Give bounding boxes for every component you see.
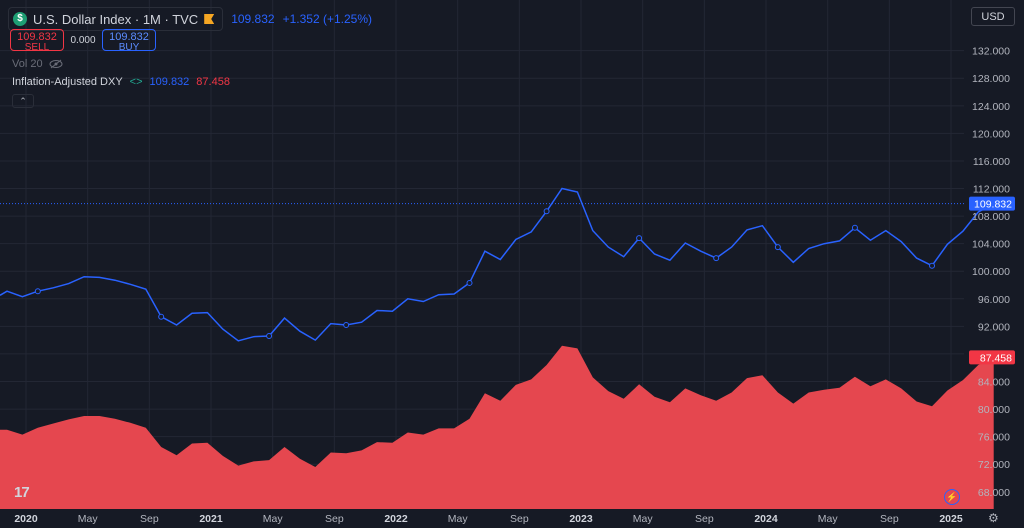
y-tick-label: 112.000 <box>973 184 1010 196</box>
x-tick-label: 2022 <box>384 513 408 525</box>
x-tick-label: 2020 <box>14 513 38 525</box>
line-marker <box>774 244 781 251</box>
last-value-text: 109.832 <box>974 199 1012 211</box>
y-tick-label: 96.000 <box>978 294 1010 306</box>
x-tick-label: Sep <box>325 513 344 525</box>
x-tick-label: Sep <box>510 513 529 525</box>
y-tick-label: 68.000 <box>978 487 1010 499</box>
dxy-line-series <box>0 187 995 342</box>
x-tick-label: Sep <box>695 513 714 525</box>
x-tick-label: Sep <box>140 513 159 525</box>
symbol-title: U.S. Dollar Index · 1M · TVC <box>33 11 199 27</box>
x-tick-label: Sep <box>880 513 899 525</box>
line-marker <box>466 279 473 286</box>
symbol-selector[interactable]: $ U.S. Dollar Index · 1M · TVC <box>8 7 224 31</box>
header-change: +1.352 (+1.25%) <box>282 12 372 26</box>
dollar-icon: $ <box>13 12 27 26</box>
y-tick-label: 128.000 <box>972 73 1010 85</box>
last-value-badge <box>969 350 1015 365</box>
buy-price: 109.832 <box>109 31 149 43</box>
sell-label: SELL <box>24 42 50 53</box>
y-tick-label: 116.000 <box>973 156 1010 168</box>
currency-selector[interactable]: USD <box>971 7 1015 26</box>
volume-legend: Vol 20 <box>12 58 63 70</box>
spread-value: 0.000 <box>70 34 96 46</box>
x-tick-label: 2024 <box>754 513 778 525</box>
buy-button[interactable]: 109.832 BUY <box>102 29 156 53</box>
y-tick-label: 76.000 <box>978 432 1010 444</box>
line-marker <box>636 235 643 242</box>
buy-label: BUY <box>118 42 140 53</box>
indicator-name: Inflation-Adjusted DXY <box>12 76 123 88</box>
y-tick-label: 80.000 <box>978 404 1010 416</box>
line-marker <box>34 288 41 295</box>
line-marker <box>158 313 165 320</box>
x-tick-label: May <box>263 513 284 525</box>
last-value-text: 87.458 <box>980 352 1012 364</box>
lightning-icon[interactable]: ⚡ <box>944 489 960 505</box>
y-tick-label: 120.000 <box>972 128 1010 140</box>
y-tick-label: 124.000 <box>972 101 1010 113</box>
x-tick-label: May <box>818 513 839 525</box>
flag-icon <box>204 14 215 24</box>
x-tick-label: May <box>633 513 654 525</box>
line-marker <box>929 262 936 269</box>
x-tick-label: 2023 <box>569 513 593 525</box>
tradingview-logo: 17 <box>14 484 30 501</box>
y-tick-label: 100.000 <box>972 266 1010 278</box>
sell-price: 109.832 <box>17 31 57 43</box>
line-marker <box>713 255 720 262</box>
line-marker <box>266 333 273 340</box>
gear-icon[interactable]: ⚙ <box>988 511 999 525</box>
header-price: 109.832 <box>231 12 275 26</box>
x-tick-label: May <box>78 513 99 525</box>
x-tick-label: May <box>448 513 469 525</box>
line-marker <box>851 224 858 231</box>
y-tick-label: 72.000 <box>978 459 1010 471</box>
inflation-adjusted-area-series <box>0 345 994 509</box>
indicator-legend: Inflation-Adjusted DXY <> 109.832 87.458 <box>12 76 230 88</box>
x-tick-label: 2025 <box>939 513 963 525</box>
y-tick-label: 92.000 <box>978 321 1010 333</box>
y-tick-label: 104.000 <box>972 239 1010 251</box>
indicator-value-1: 109.832 <box>149 76 190 88</box>
x-tick-label: 2021 <box>199 513 223 525</box>
price-axis: 68.00072.00076.00080.00084.00088.00092.0… <box>972 46 1010 499</box>
sell-button[interactable]: 109.832 SELL <box>10 29 64 53</box>
line-marker <box>343 321 350 328</box>
y-tick-label: 108.000 <box>972 211 1010 223</box>
last-value-badges: 109.832 87.458 <box>969 196 1015 365</box>
time-axis: 2020 May Sep 2021 May Sep 2022 May Sep 2023 May Sep… <box>14 513 963 525</box>
line-marker <box>543 208 550 215</box>
code-icon[interactable]: <> <box>129 76 143 88</box>
volume-label: Vol 20 <box>12 58 43 70</box>
eye-hidden-icon[interactable] <box>49 59 63 69</box>
line-markers <box>34 200 997 340</box>
collapse-chevron-up-icon[interactable]: ⌃ <box>12 94 34 108</box>
last-value-badge <box>969 196 1015 211</box>
y-tick-label: 84.000 <box>978 376 1010 388</box>
indicator-value-2: 87.458 <box>196 76 230 88</box>
y-tick-label: 132.000 <box>972 46 1010 58</box>
